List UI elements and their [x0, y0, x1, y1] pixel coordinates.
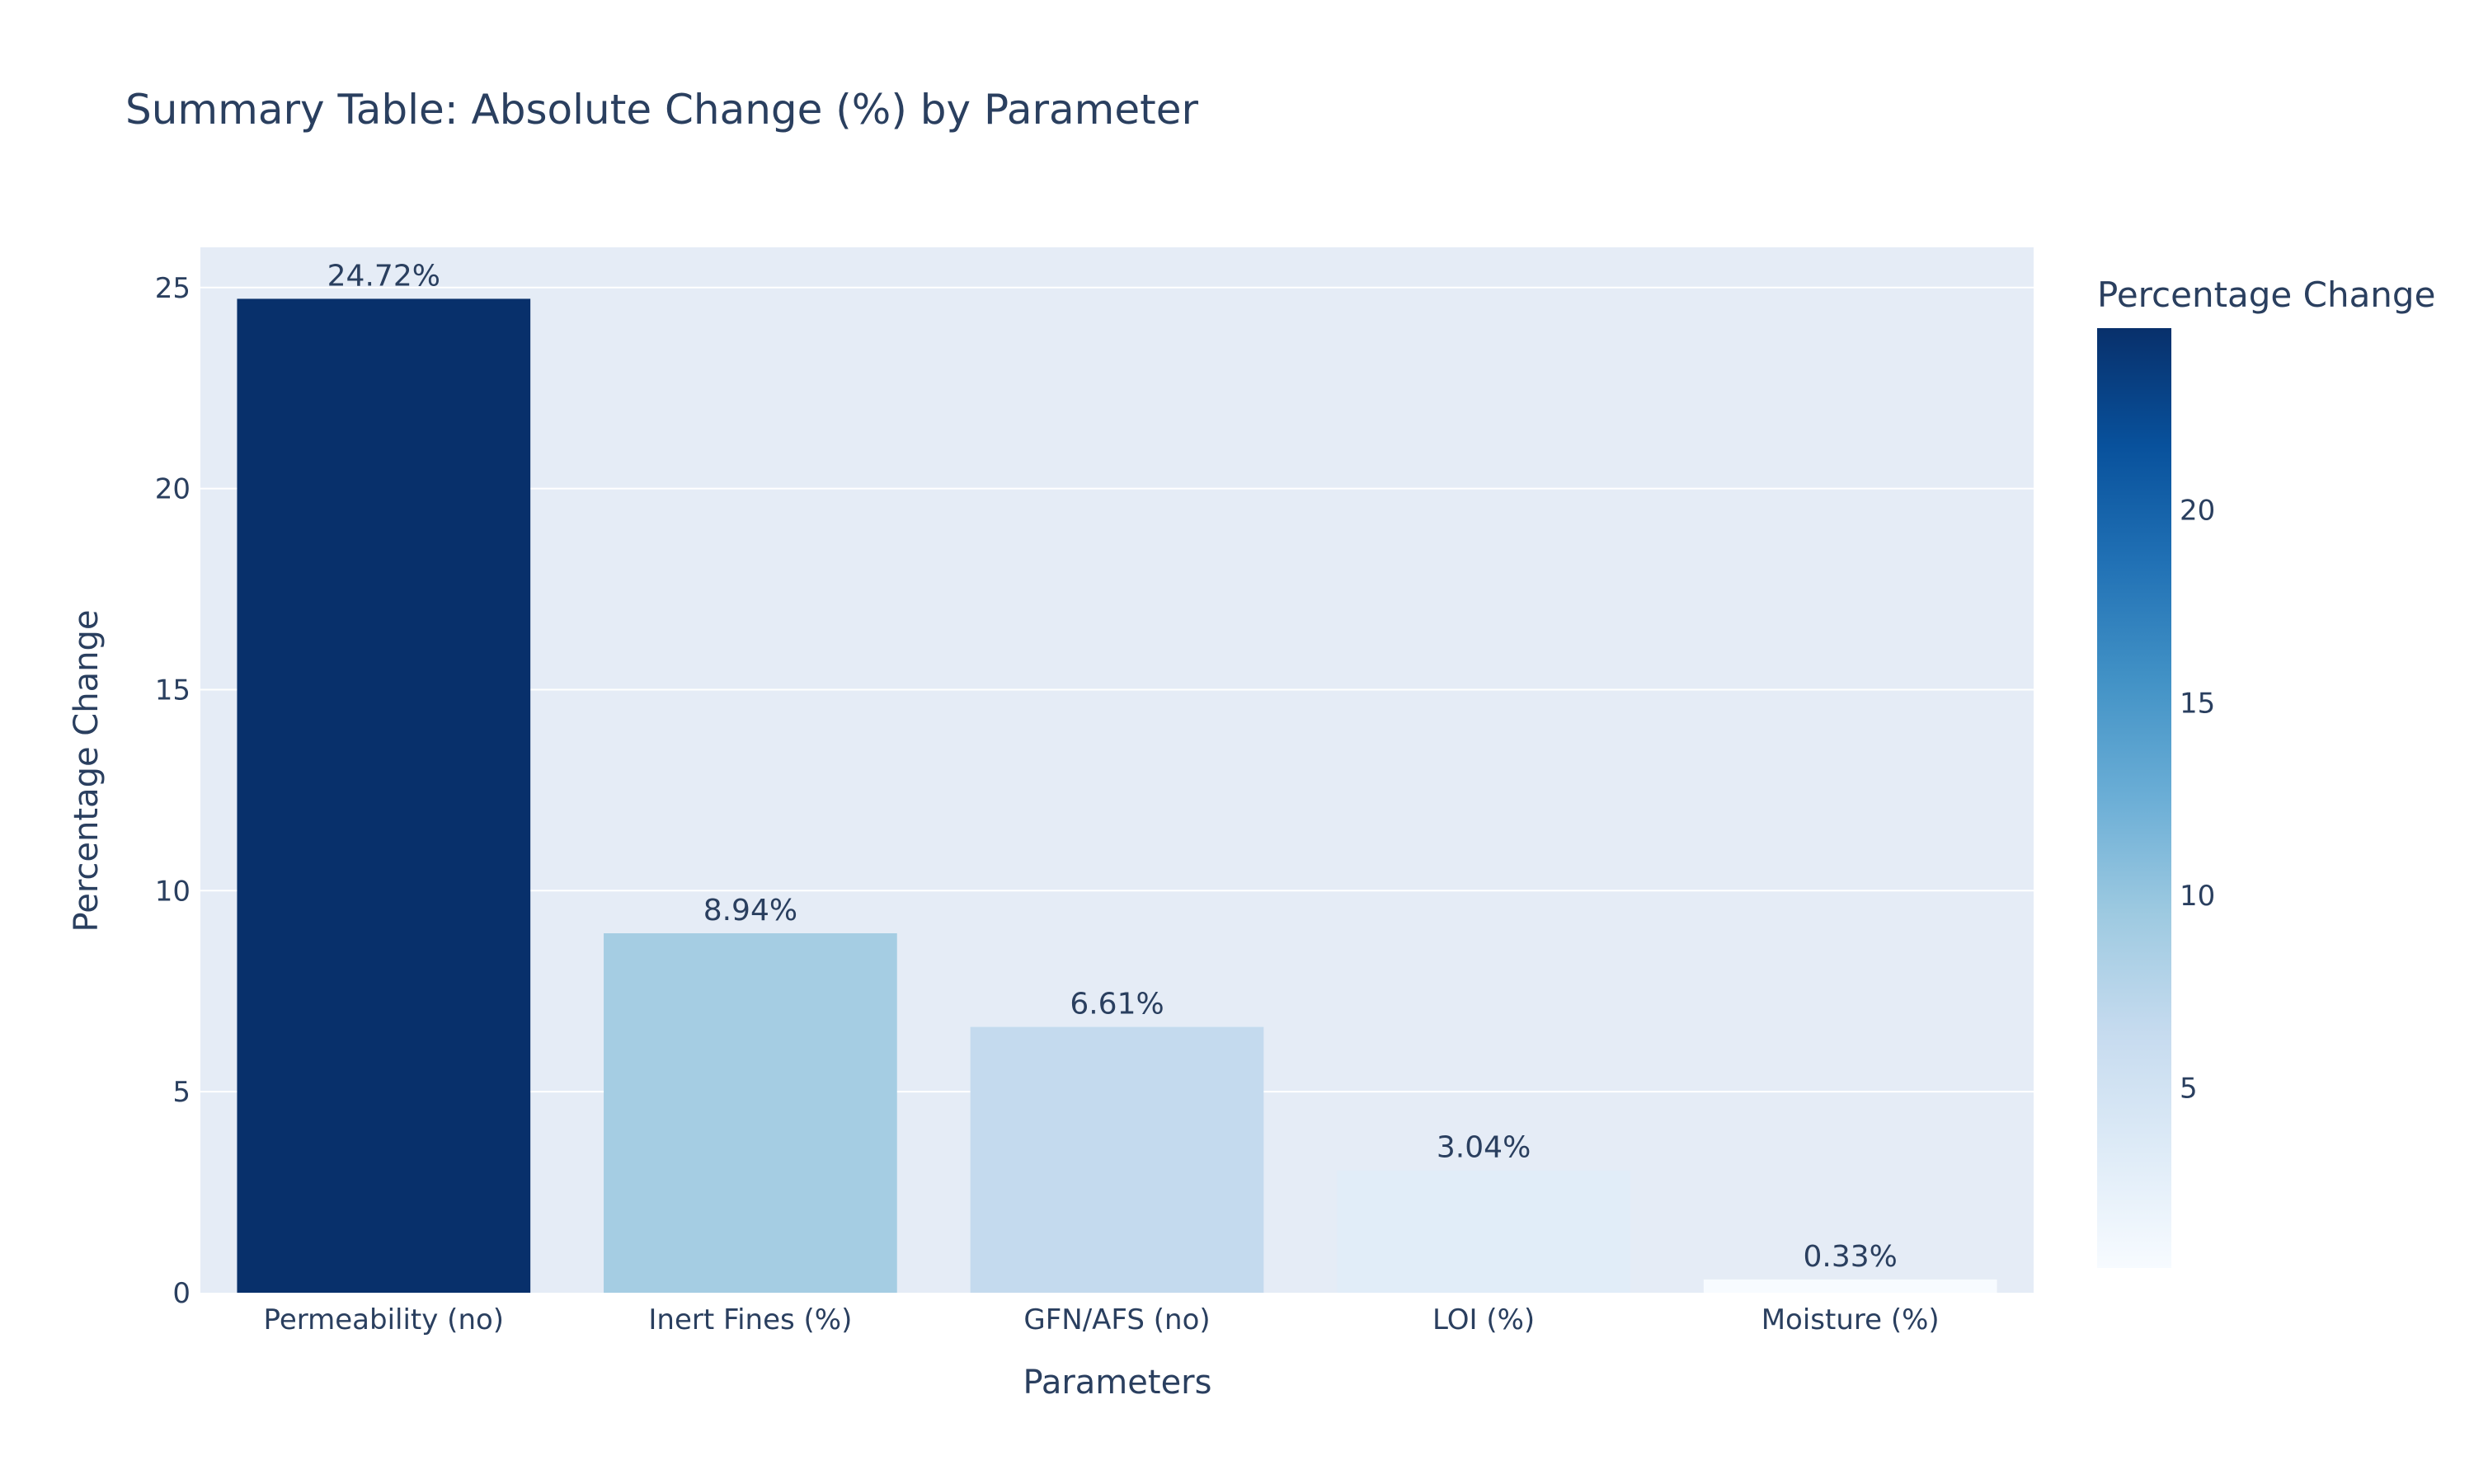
- colorbar-title: Percentage Change: [2097, 275, 2435, 315]
- colorbar-gradient: [2097, 328, 2171, 1268]
- y-tick-label: 20: [155, 473, 190, 506]
- colorbar: Percentage Change 5 10 15 20: [2097, 275, 2435, 1268]
- colorbar-tick-label: 20: [2180, 495, 2215, 528]
- x-axis-ticks: Permeability (no) Inert Fines (%) GFN/AFS …: [264, 1303, 1940, 1336]
- y-tick-label: 5: [172, 1076, 190, 1109]
- y-tick-label: 10: [155, 875, 190, 908]
- bar-data-label: 24.72%: [327, 259, 440, 293]
- x-tick-label: LOI (%): [1432, 1303, 1535, 1336]
- bar[interactable]: [1703, 1279, 1997, 1293]
- colorbar-tick-label: 15: [2180, 687, 2215, 720]
- bar-data-label: 6.61%: [1070, 988, 1164, 1021]
- colorbar-ticks: 5 10 15 20: [2180, 495, 2215, 1106]
- y-axis-ticks: 0 5 10 15 20 25: [155, 272, 190, 1310]
- x-tick-label: Permeability (no): [264, 1303, 505, 1336]
- x-tick-label: GFN/AFS (no): [1023, 1303, 1210, 1336]
- y-tick-label: 25: [155, 272, 190, 305]
- x-tick-label: Moisture (%): [1761, 1303, 1940, 1336]
- bar-data-label: 3.04%: [1437, 1131, 1531, 1165]
- bar[interactable]: [237, 298, 531, 1294]
- bar-data-label: 8.94%: [703, 894, 797, 928]
- x-axis-title: Parameters: [1023, 1364, 1212, 1402]
- colorbar-tick-label: 5: [2180, 1073, 2198, 1106]
- bars: 24.72% 8.94% 6.61% 3.04% 0.33%: [237, 259, 1997, 1294]
- y-tick-label: 15: [155, 674, 190, 707]
- chart-title: Summary Table: Absolute Change (%) by Pa…: [125, 86, 1199, 134]
- x-tick-label: Inert Fines (%): [648, 1303, 852, 1336]
- bar[interactable]: [604, 933, 897, 1293]
- colorbar-tick-label: 10: [2180, 880, 2215, 913]
- bar[interactable]: [970, 1026, 1264, 1293]
- y-axis-title: Percentage Change: [68, 610, 106, 932]
- bar[interactable]: [1337, 1170, 1630, 1293]
- bar-data-label: 0.33%: [1804, 1240, 1898, 1274]
- y-tick-label: 0: [172, 1277, 190, 1310]
